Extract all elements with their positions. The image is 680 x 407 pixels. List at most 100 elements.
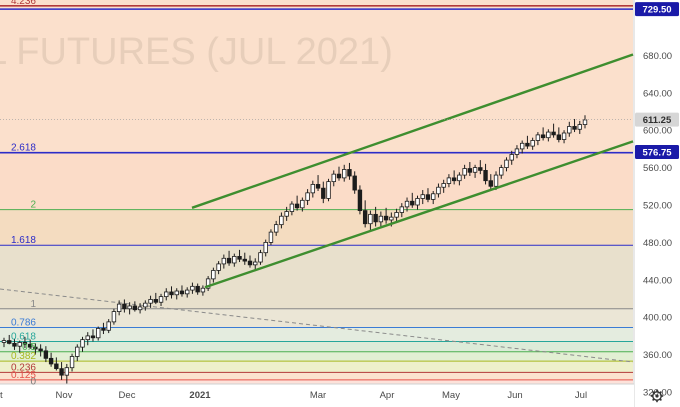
candle-body (394, 212, 399, 218)
fib-band (0, 351, 633, 362)
chart-settings-gear[interactable] (650, 389, 664, 403)
candle-body (420, 194, 425, 199)
fib-label-0: 0 (30, 376, 36, 387)
time-label-t: t (0, 390, 3, 401)
fib-band (0, 5, 633, 153)
candle-body (75, 346, 80, 357)
price-axis[interactable]: 320.00 360.00 400.00 440.00 480.00 520.00 560.… (633, 0, 680, 407)
price-tag-576.75 (635, 144, 679, 159)
trend-channel[interactable] (191, 53, 634, 289)
candle-body (195, 285, 200, 293)
dashed-trendline (0, 288, 634, 363)
candles-group (1, 115, 588, 386)
price-tick-400: 400.00 (643, 313, 672, 324)
candle-body (17, 342, 22, 347)
candle-body (164, 291, 169, 298)
candle-body (462, 168, 467, 176)
candle-body (284, 211, 289, 217)
time-label-dec: Dec (119, 390, 136, 401)
symbol-watermark: L FUTURES (JUL 2021) (0, 31, 393, 73)
gear-tooth (652, 391, 655, 394)
candle-body (184, 289, 190, 295)
candle-body (368, 213, 373, 225)
time-label-nov: Nov (56, 390, 73, 401)
candle-body (431, 193, 436, 200)
channel-upper-line[interactable] (191, 53, 634, 209)
candle-body (221, 257, 227, 265)
fib-band-top (0, 0, 633, 6)
price-tag-729.50 (635, 2, 679, 17)
candle-body (200, 287, 206, 293)
time-axis[interactable]: t Nov Dec 2021 Mar Apr May Jun Jul (0, 383, 634, 407)
candle-body (48, 357, 54, 365)
price-tick-440: 440.00 (643, 275, 672, 286)
price-tag-611.25 (635, 112, 679, 127)
time-label-may: May (442, 390, 460, 401)
candle-body (389, 216, 394, 221)
fib-band (0, 308, 633, 328)
fib-label-4.236: 4.236 (11, 0, 36, 7)
candle-body (174, 290, 179, 296)
gear-icon[interactable] (650, 389, 664, 403)
candle-body (132, 305, 138, 311)
candle-body (519, 142, 525, 150)
candle-body (509, 154, 514, 161)
candle-body (378, 215, 384, 223)
candle-body (253, 261, 258, 266)
fib-label-0.236: 0.236 (11, 362, 36, 373)
price-tick-560: 560.00 (643, 163, 672, 174)
candle-body (64, 367, 70, 376)
price-tick-320: 320.00 (643, 388, 672, 399)
candle-body (232, 256, 237, 264)
candle-body (38, 348, 43, 352)
candle-body (237, 256, 242, 260)
candle-body (289, 203, 295, 212)
candle-body (415, 198, 420, 206)
fib-band (0, 361, 633, 373)
candle-body (530, 140, 535, 147)
fib-label-2: 2 (30, 200, 36, 211)
candle-body (205, 278, 211, 289)
candle-body (451, 177, 457, 182)
candle-body (504, 159, 509, 168)
candle-body (143, 302, 148, 308)
price-tick-640: 640.00 (643, 88, 672, 99)
candle-body (247, 260, 253, 266)
candle-body (310, 184, 316, 194)
fib-band (0, 372, 633, 380)
gear-tooth (659, 398, 662, 401)
candle-body (27, 343, 33, 348)
candle-body (525, 142, 530, 147)
fib-label-1.618: 1.618 (11, 235, 36, 246)
candle-body (331, 173, 336, 183)
candle-body (122, 303, 127, 310)
candle-body (441, 183, 446, 188)
candle-body (101, 328, 106, 331)
candle-body (315, 184, 321, 189)
fib-band (0, 327, 633, 342)
time-label-apr: Apr (380, 390, 395, 401)
candle-body (546, 131, 551, 139)
fibonacci-fill-bands (0, 0, 633, 387)
time-label-2021: 2021 (189, 390, 211, 401)
candle-body (478, 167, 483, 171)
candle-body (499, 167, 504, 176)
candle-body (556, 134, 562, 140)
candle-body (127, 305, 132, 310)
candle-body (33, 346, 38, 350)
price-tags: 729.50 611.25 576.75 (0, 2, 679, 159)
fib-band (0, 341, 633, 352)
candle-body (326, 181, 331, 199)
candle-body (540, 134, 546, 139)
channel-lower-line[interactable] (204, 140, 634, 289)
candle-body (273, 224, 279, 233)
candle-body (493, 174, 499, 187)
fibonacci-level-lines (0, 5, 633, 387)
candle-body (85, 335, 90, 341)
candle-body (106, 321, 111, 331)
candle-body (446, 177, 452, 184)
candle-body (352, 175, 357, 191)
fib-label-0.786: 0.786 (11, 317, 36, 328)
